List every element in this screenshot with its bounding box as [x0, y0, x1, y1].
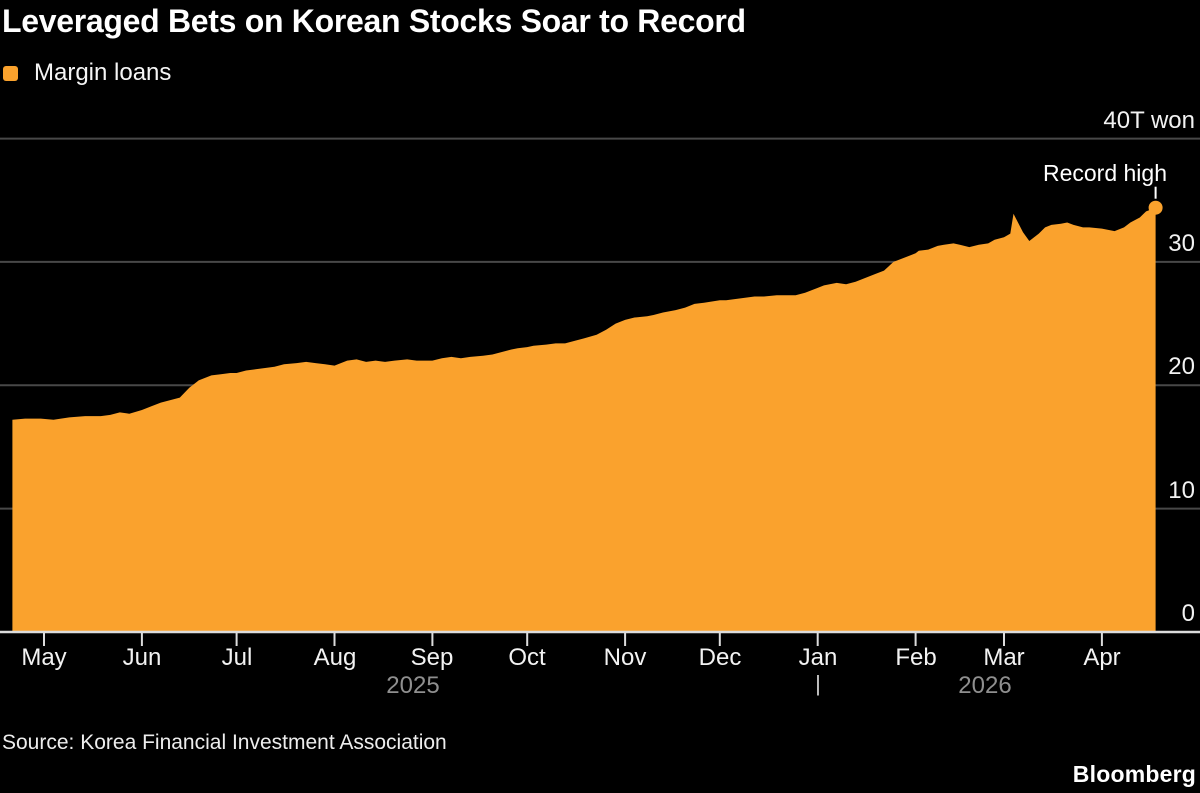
y-axis-label: 0	[1181, 600, 1195, 627]
record-high-marker	[1148, 186, 1163, 215]
x-axis-label: Nov	[603, 644, 647, 671]
x-axis-label: Jun	[122, 644, 162, 671]
bloomberg-logo: Bloomberg	[1072, 761, 1196, 787]
x-axis-label: Dec	[698, 644, 742, 671]
x-axis-label: Feb	[895, 644, 937, 671]
y-axis-label: 30	[1168, 230, 1195, 257]
chart-title: Leveraged Bets on Korean Stocks Soar to …	[2, 3, 746, 39]
legend-swatch-icon	[3, 65, 18, 81]
x-axis-label: Jul	[221, 644, 253, 671]
x-axis-label: Sep	[410, 644, 454, 671]
x-axis-label: Mar	[983, 644, 1025, 671]
y-axis-label: 40T won	[1103, 107, 1195, 134]
year-label: 2025	[386, 672, 440, 699]
source-text: Source: Korea Financial Investment Assoc…	[2, 731, 447, 754]
y-axis-label: 10	[1168, 477, 1195, 504]
year-label: 2026	[958, 672, 1012, 699]
legend: Margin loans	[3, 59, 172, 86]
x-axis-label: Apr	[1083, 644, 1121, 671]
x-axis-label: Oct	[508, 644, 546, 671]
record-high-dot	[1148, 200, 1163, 215]
record-high-annotation: Record high	[1042, 160, 1167, 186]
x-axis-label: Jan	[798, 644, 838, 671]
area-series	[12, 207, 1156, 632]
legend-label: Margin loans	[34, 59, 172, 86]
x-axis-ticks	[43, 633, 1103, 646]
year-separator: |	[815, 671, 821, 696]
x-axis-label: May	[21, 644, 67, 671]
x-axis-label: Aug	[313, 644, 357, 671]
y-axis-label: 20	[1168, 353, 1195, 380]
